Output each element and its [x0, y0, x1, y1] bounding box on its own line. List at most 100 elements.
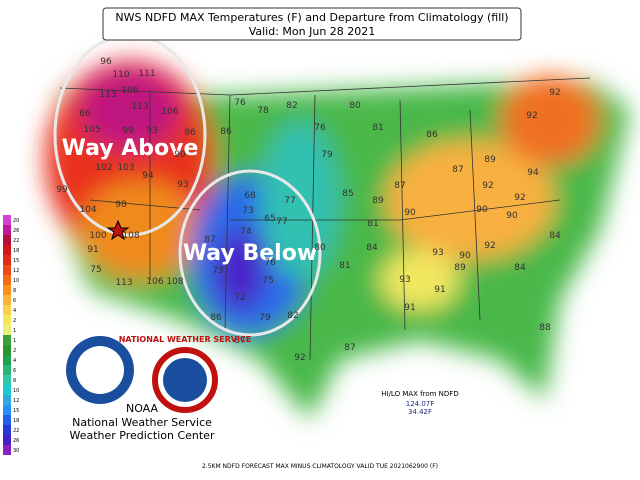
legend-swatch	[3, 345, 11, 355]
temperature: 75	[90, 265, 101, 275]
legend-label: 1	[13, 328, 16, 334]
temperature: 90	[506, 211, 518, 221]
temperature: 92	[482, 181, 493, 191]
legend-swatch	[3, 355, 11, 365]
legend-label: 8	[13, 378, 16, 384]
subtitle: Valid: Mon Jun 28 2021	[249, 25, 376, 38]
legend-swatch	[3, 315, 11, 325]
temperature: 100	[89, 231, 106, 241]
temperature: 87	[452, 165, 463, 175]
legend-swatch	[3, 435, 11, 445]
temperature: 87	[344, 343, 355, 353]
legend-label: 6	[13, 368, 16, 374]
nws-ring-text: NATIONAL WEATHER SERVICE	[119, 335, 252, 344]
legend-label: 4	[13, 308, 16, 314]
legend-label: 1	[13, 338, 16, 344]
legend-label: 15	[13, 408, 19, 414]
legend-swatch	[3, 365, 11, 375]
temperature: 93	[146, 126, 157, 136]
legend-swatch	[3, 305, 11, 315]
temperature: 91	[404, 303, 415, 313]
temperature: 76	[264, 258, 276, 268]
temperature: 73	[242, 206, 253, 216]
annotation: Way Above	[62, 136, 199, 161]
temperature: 89	[372, 196, 384, 206]
temperature: 87	[204, 235, 215, 245]
temperature: 82	[287, 311, 298, 321]
legend-swatch	[3, 285, 11, 295]
temperature: 94	[142, 171, 154, 181]
temperature: 104	[79, 205, 96, 215]
temperature: 86	[426, 130, 438, 140]
legend-label: 18	[13, 418, 19, 424]
legend-swatch	[3, 295, 11, 305]
legend-label: 22	[13, 428, 19, 434]
hi-star	[106, 219, 130, 241]
temperature: 75	[262, 276, 273, 286]
temperature: 113	[131, 102, 148, 112]
temperature: 106	[161, 107, 178, 117]
temperature: 80	[349, 101, 361, 111]
legend-label: 4	[13, 358, 16, 364]
temperature: 91	[434, 285, 445, 295]
temperature: 88	[539, 323, 551, 333]
temperature: 98	[115, 200, 127, 210]
temperature: 82	[286, 101, 297, 111]
temperature: 68	[244, 191, 256, 201]
legend-label: 26	[13, 228, 19, 234]
temperature: 96	[100, 57, 112, 67]
legend-label: 10	[13, 388, 19, 394]
temperature: 86	[184, 128, 196, 138]
legend-swatch	[3, 335, 11, 345]
temperature: 92	[549, 88, 560, 98]
legend-swatch	[3, 405, 11, 415]
legend-label: 12	[13, 268, 19, 274]
temperature: 90	[476, 205, 488, 215]
temperature: 72	[234, 293, 245, 303]
title-box	[102, 7, 522, 41]
temperature: 86	[220, 127, 232, 137]
temperature: 93	[432, 248, 443, 258]
legend-swatch	[3, 215, 11, 225]
temperature: 81	[367, 219, 378, 229]
title: NWS NDFD MAX Temperatures (F) and Depart…	[115, 11, 508, 24]
temperature: 81	[339, 261, 350, 271]
temperature: 86	[210, 313, 222, 323]
legend-swatch	[3, 415, 11, 425]
logo-text: National Weather Service	[72, 416, 212, 429]
temperature: 85	[342, 189, 353, 199]
legend-swatch	[3, 425, 11, 435]
legend-label: 30	[13, 448, 19, 454]
temperature: 77	[276, 217, 287, 227]
temperature: 74	[240, 227, 252, 237]
nws-logo	[163, 358, 207, 402]
temperature: 108	[122, 231, 139, 241]
temperature: 76	[314, 123, 326, 133]
legend-swatch	[3, 325, 11, 335]
temperature: 99	[56, 185, 68, 195]
temperature: 80	[314, 243, 326, 253]
legend-swatch	[3, 385, 11, 395]
legend-swatch	[3, 375, 11, 385]
legend-swatch	[3, 255, 11, 265]
temperature: 65	[264, 214, 275, 224]
temperature: 92	[514, 193, 525, 203]
temperature: 66	[79, 109, 91, 119]
temperature: 113	[99, 90, 116, 100]
annotation: Way Below	[183, 241, 317, 266]
legend-label: 12	[13, 398, 19, 404]
legend-label: 20	[13, 218, 19, 224]
highlight-circle	[178, 169, 322, 337]
temperature: 111	[138, 69, 155, 79]
temperature: 78	[257, 106, 269, 116]
temperature: 84	[366, 243, 378, 253]
temperature: 89	[484, 155, 496, 165]
legend-swatch	[3, 445, 11, 455]
temperature: 90	[459, 251, 471, 261]
temperature: 81	[372, 123, 383, 133]
temperature: 90	[404, 208, 416, 218]
legend-swatch	[3, 245, 11, 255]
